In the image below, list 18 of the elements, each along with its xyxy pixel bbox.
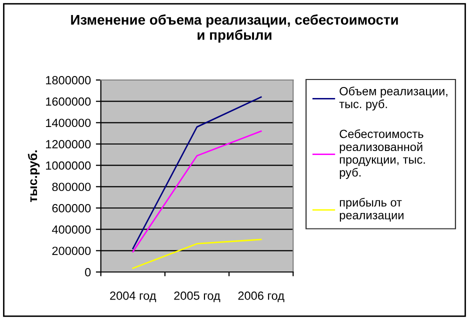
legend-label: прибыль от реализации (340, 198, 404, 222)
legend-label: Объем реализации, тыс. руб. (339, 86, 448, 111)
y-tick-label: 800000 (52, 182, 91, 192)
y-tick-label: 1800000 (46, 76, 91, 84)
x-tick-label: 2004 год (110, 292, 156, 302)
y-tick-label: 1000000 (46, 161, 91, 170)
y-axis-title: тыс.руб. (28, 150, 40, 202)
y-tick-label: 1200000 (46, 140, 91, 148)
y-tick-label: 0 (85, 268, 91, 276)
y-tick-label: 200000 (52, 246, 91, 256)
y-tick-label: 1400000 (46, 118, 91, 128)
y-tick-label: 600000 (52, 204, 91, 212)
x-tick-label: 2005 год (174, 292, 220, 302)
y-tick-label: 1600000 (46, 97, 91, 106)
y-tick-label: 400000 (52, 225, 91, 234)
x-tick-label: 2006 год (238, 292, 284, 302)
legend-label: Себестоимость реализованной продукции, тыс. руб. (340, 129, 425, 179)
chart-title: Изменение объема реализации, себестоимости и прибыли (71, 14, 398, 43)
